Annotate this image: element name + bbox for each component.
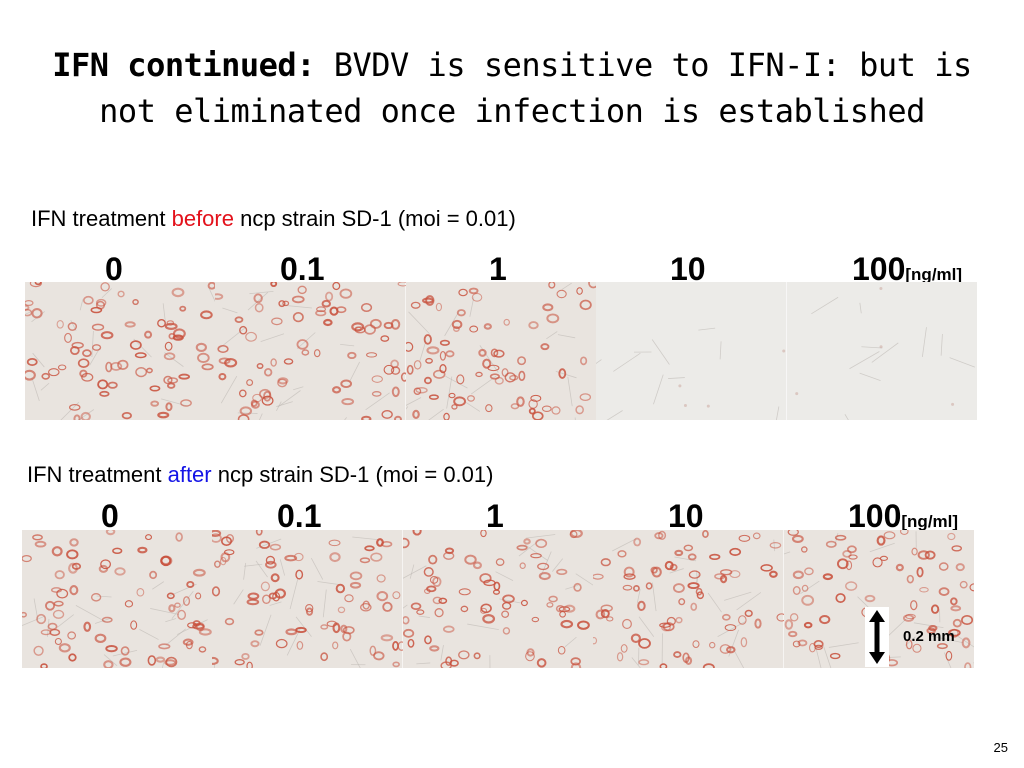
micrograph-10 — [596, 282, 787, 420]
title-bold-part: IFN continued: — [52, 46, 315, 84]
micrograph-0.1 — [212, 530, 403, 668]
caption-before-pre: IFN treatment — [31, 206, 172, 231]
conc-label: 0.1 — [280, 251, 325, 287]
conc-label: 1 — [486, 498, 504, 534]
conc-label: 10 — [668, 498, 704, 534]
concentration-labels-after: 0 0.1 1 10 100[ng/ml] — [0, 499, 1024, 533]
caption-after-pre: IFN treatment — [27, 462, 168, 487]
unit-label: [ng/ml] — [905, 265, 963, 284]
caption-before: IFN treatment before ncp strain SD-1 (mo… — [31, 206, 516, 232]
slide-number: 25 — [993, 740, 1008, 755]
micrograph-0 — [22, 530, 213, 668]
conc-label: 10 — [670, 251, 706, 287]
micrograph-0.1 — [215, 282, 406, 420]
caption-after-post: ncp strain SD-1 (moi = 0.01) — [211, 462, 494, 487]
slide-title: IFN continued: BVDV is sensitive to IFN-… — [20, 42, 1004, 134]
micrograph-10 — [593, 530, 784, 668]
conc-label: 1 — [489, 251, 507, 287]
conc-label: 0.1 — [277, 498, 322, 534]
micrograph-0 — [25, 282, 216, 420]
caption-before-post: ncp strain SD-1 (moi = 0.01) — [233, 206, 516, 231]
double-arrow-icon — [869, 610, 885, 664]
conc-label: 0 — [105, 251, 123, 287]
caption-after-highlight: after — [167, 462, 212, 487]
micrograph-1 — [402, 530, 594, 668]
title-rest-part: BVDV is sensitive to IFN-I: but is not e… — [99, 46, 972, 130]
conc-label: 100 — [852, 251, 906, 287]
micrograph-strip-before — [25, 282, 978, 420]
conc-label: 100 — [848, 498, 902, 534]
conc-label-with-unit: 100[ng/ml] — [848, 499, 958, 539]
caption-before-highlight: before — [171, 206, 234, 231]
concentration-labels-before: 0 0.1 1 10 100[ng/ml] — [0, 252, 1024, 286]
conc-label: 0 — [101, 498, 119, 534]
micrograph-strip-after — [22, 530, 975, 668]
caption-after: IFN treatment after ncp strain SD-1 (moi… — [27, 462, 493, 488]
unit-label: [ng/ml] — [901, 512, 959, 531]
scale-bar-label: 0.2 mm — [903, 628, 955, 645]
conc-label-with-unit: 100[ng/ml] — [852, 252, 962, 292]
scale-bar — [865, 607, 889, 667]
micrograph-100 — [786, 282, 978, 420]
micrograph-1 — [405, 282, 597, 420]
